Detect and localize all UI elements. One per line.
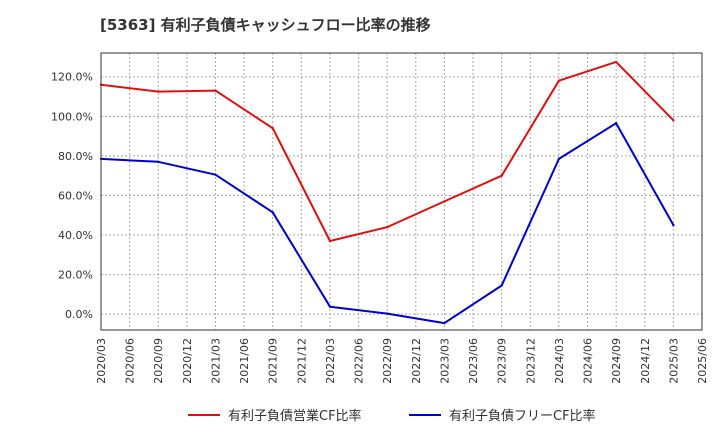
data-point bbox=[214, 89, 217, 92]
x-tick-label: 2020/09 bbox=[152, 338, 165, 384]
data-point bbox=[614, 60, 618, 64]
y-tick-label: 100.0% bbox=[51, 110, 93, 123]
y-tick-label: 120.0% bbox=[51, 71, 93, 84]
plot-frame bbox=[100, 52, 703, 331]
x-tick-label: 2021/03 bbox=[209, 338, 222, 384]
x-tick-label: 2020/06 bbox=[124, 338, 137, 384]
data-point bbox=[385, 225, 389, 229]
data-point bbox=[614, 122, 618, 125]
x-tick-label: 2024/06 bbox=[582, 338, 595, 384]
x-tick-label: 2021/09 bbox=[267, 338, 280, 384]
data-point bbox=[271, 126, 274, 130]
data-point bbox=[328, 305, 332, 308]
x-tick-label: 2021/12 bbox=[295, 338, 308, 384]
x-tick-label: 2020/12 bbox=[181, 338, 194, 384]
legend-label: 有利子負債営業CF比率 bbox=[228, 408, 362, 424]
legend-label: 有利子負債フリーCF比率 bbox=[449, 408, 596, 424]
data-point bbox=[271, 211, 274, 214]
data-point bbox=[672, 119, 675, 122]
x-tick-label: 2023/03 bbox=[438, 338, 451, 384]
data-point bbox=[557, 157, 561, 161]
x-tick-label: 2025/03 bbox=[667, 338, 680, 384]
data-point bbox=[500, 284, 503, 287]
data-point bbox=[157, 90, 160, 93]
data-point bbox=[500, 174, 503, 177]
y-tick-label: 20.0% bbox=[58, 269, 93, 282]
data-point bbox=[328, 239, 332, 243]
data-point bbox=[672, 223, 675, 227]
y-tick-label: 0.0% bbox=[65, 308, 93, 321]
y-tick-label: 80.0% bbox=[58, 150, 93, 163]
x-tick-label: 2022/09 bbox=[381, 338, 394, 384]
x-tick-label: 2024/03 bbox=[553, 338, 566, 384]
x-tick-label: 2022/12 bbox=[410, 338, 423, 384]
data-point bbox=[443, 321, 446, 325]
y-tick-label: 60.0% bbox=[58, 189, 93, 202]
x-tick-label: 2023/12 bbox=[524, 338, 537, 384]
data-point bbox=[157, 160, 160, 164]
data-point bbox=[557, 79, 561, 82]
x-tick-label: 2023/09 bbox=[496, 338, 509, 384]
data-point bbox=[443, 200, 446, 203]
x-tick-label: 2021/06 bbox=[238, 338, 251, 384]
x-tick-label: 2025/06 bbox=[696, 338, 709, 384]
data-point bbox=[385, 312, 389, 315]
x-tick-label: 2022/03 bbox=[324, 338, 337, 384]
x-tick-label: 2024/09 bbox=[610, 338, 623, 384]
chart-title: [5363] 有利子負債キャッシュフロー比率の推移 bbox=[100, 16, 431, 34]
x-tick-label: 2023/06 bbox=[467, 338, 480, 384]
x-tick-label: 2020/03 bbox=[95, 338, 108, 384]
data-point bbox=[214, 173, 217, 176]
x-tick-label: 2024/12 bbox=[639, 338, 652, 384]
y-tick-label: 40.0% bbox=[58, 229, 93, 242]
x-tick-label: 2022/06 bbox=[353, 338, 366, 384]
